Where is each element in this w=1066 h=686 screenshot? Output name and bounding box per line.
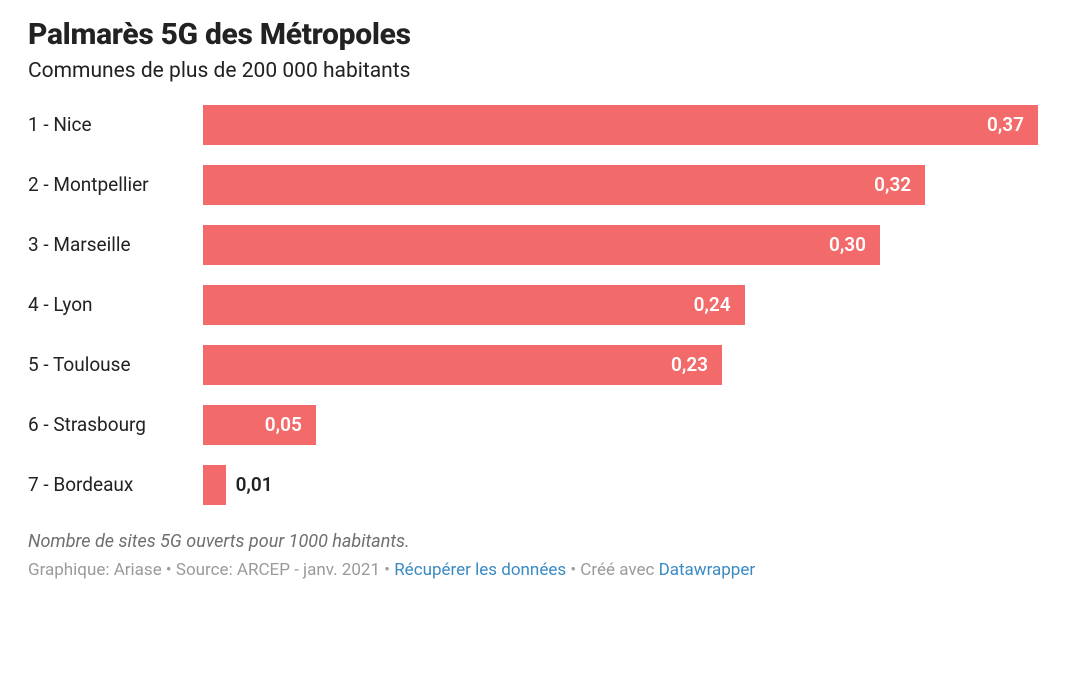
- bar-row: 1 - Nice 0,37: [28, 105, 1038, 145]
- bar-label: 1 - Nice: [28, 113, 203, 136]
- chart-note: Nombre de sites 5G ouverts pour 1000 hab…: [28, 531, 1038, 552]
- credit-separator: •: [380, 560, 394, 580]
- chart-title: Palmarès 5G des Métropoles: [28, 18, 1038, 53]
- credit-source-prefix: Source:: [176, 560, 237, 580]
- bar-value: 0,37: [987, 113, 1024, 136]
- bar: 0,23: [203, 345, 722, 385]
- get-data-link[interactable]: Récupérer les données: [394, 560, 566, 580]
- bar-row: 4 - Lyon 0,24: [28, 285, 1038, 325]
- bar-label: 2 - Montpellier: [28, 173, 203, 196]
- bar-label: 4 - Lyon: [28, 293, 203, 316]
- bar-value: 0,01: [236, 473, 273, 496]
- bar-value: 0,05: [265, 413, 302, 436]
- chart-container: Palmarès 5G des Métropoles Communes de p…: [0, 0, 1066, 686]
- credit-created-with: Créé avec: [580, 560, 658, 580]
- credit-graphique-prefix: Graphique:: [28, 560, 114, 580]
- bar-area: 0,24: [203, 285, 1038, 325]
- bar-label: 3 - Marseille: [28, 233, 203, 256]
- bar-label: 5 - Toulouse: [28, 353, 203, 376]
- bar-area: 0,01: [203, 465, 1038, 505]
- bar-row: 3 - Marseille 0,30: [28, 225, 1038, 265]
- bar-row: 7 - Bordeaux 0,01: [28, 465, 1038, 505]
- bar-label: 6 - Strasbourg: [28, 413, 203, 436]
- bar-value: 0,23: [671, 353, 708, 376]
- bar: 0,24: [203, 285, 745, 325]
- bar: 0,30: [203, 225, 880, 265]
- bar-row: 6 - Strasbourg 0,05: [28, 405, 1038, 445]
- chart-credit: Graphique: Ariase • Source: ARCEP - janv…: [28, 560, 1038, 580]
- bar-value: 0,32: [874, 173, 911, 196]
- bar-value: 0,30: [829, 233, 866, 256]
- bar-value: 0,24: [694, 293, 731, 316]
- bar-area: 0,05: [203, 405, 1038, 445]
- credit-separator: •: [566, 560, 580, 580]
- bar: [203, 465, 226, 505]
- credit-separator: •: [162, 560, 176, 580]
- bar: 0,37: [203, 105, 1038, 145]
- datawrapper-link[interactable]: Datawrapper: [659, 560, 756, 580]
- bar-label: 7 - Bordeaux: [28, 473, 203, 496]
- bar-row: 2 - Montpellier 0,32: [28, 165, 1038, 205]
- bar-area: 0,32: [203, 165, 1038, 205]
- bar: 0,05: [203, 405, 316, 445]
- bar-area: 0,30: [203, 225, 1038, 265]
- bar-chart: 1 - Nice 0,37 2 - Montpellier 0,32 3 - Marse…: [28, 105, 1038, 505]
- bar-area: 0,37: [203, 105, 1038, 145]
- chart-subtitle: Communes de plus de 200 000 habitants: [28, 59, 1038, 83]
- credit-source: ARCEP - janv. 2021: [237, 560, 380, 580]
- bar-row: 5 - Toulouse 0,23: [28, 345, 1038, 385]
- bar-area: 0,23: [203, 345, 1038, 385]
- credit-graphique: Ariase: [114, 560, 162, 580]
- bar: 0,32: [203, 165, 925, 205]
